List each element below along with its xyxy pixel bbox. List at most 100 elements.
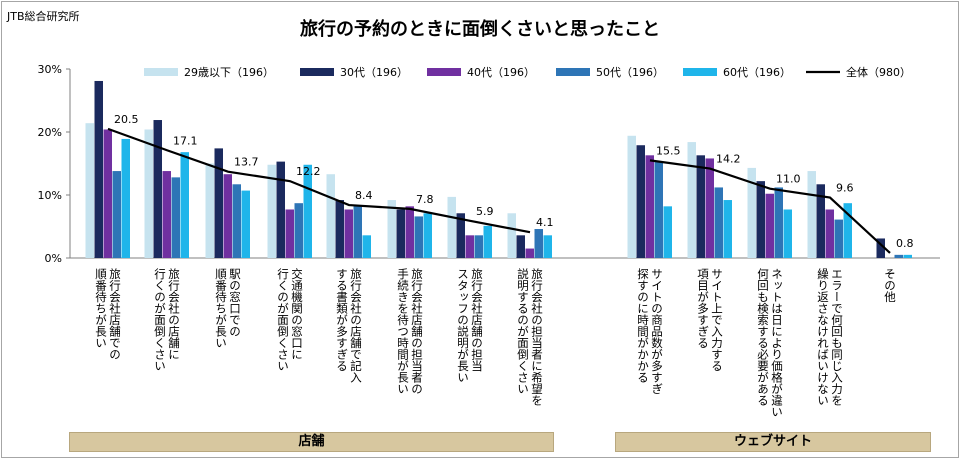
- bar: [843, 203, 852, 258]
- y-tick-label: 10%: [38, 189, 62, 202]
- legend-label: 60代（196）: [723, 66, 791, 79]
- category-label: スタッフの説明が長い: [456, 268, 470, 383]
- legend-swatch: [144, 68, 178, 76]
- bar: [353, 206, 362, 258]
- category-label: 探すのに時間がかかる: [636, 267, 650, 383]
- bar: [112, 171, 121, 258]
- bar: [121, 138, 130, 258]
- total-value-label: 17.1: [173, 134, 198, 147]
- total-value-label: 12.2: [296, 165, 321, 178]
- bar: [267, 164, 276, 258]
- category-label: する書類が多すぎる: [335, 268, 349, 372]
- category-label: 交通機関の窓口に: [290, 267, 304, 360]
- y-tick-label: 0%: [45, 252, 62, 265]
- bar: [834, 219, 843, 258]
- bar: [474, 235, 483, 258]
- bar: [534, 229, 543, 258]
- chart-title: 旅行の予約のときに面倒くさいと思ったこと: [300, 19, 660, 40]
- bar: [285, 209, 294, 258]
- bar: [483, 225, 492, 258]
- bar: [465, 235, 474, 258]
- total-value-label: 0.8: [896, 237, 914, 250]
- category-label: 繰り返さなければいけない: [816, 267, 830, 406]
- bar: [687, 142, 696, 258]
- bar: [344, 209, 353, 258]
- total-value-label: 11.0: [776, 173, 801, 186]
- category-label: 旅行会社の店舗で記入: [349, 267, 363, 383]
- bar: [507, 213, 516, 258]
- bar: [423, 213, 432, 258]
- bar: [765, 193, 774, 258]
- total-value-label: 15.5: [656, 144, 681, 157]
- legend-label: 50代（196）: [596, 66, 664, 79]
- bar: [816, 184, 825, 258]
- category-label: 旅行会社店舗の担当者の: [410, 267, 424, 394]
- category-label: 行くのが面倒くさい: [276, 268, 290, 372]
- bar: [525, 248, 534, 258]
- legend-swatch: [683, 68, 717, 76]
- source-label: JTB総合研究所: [7, 10, 80, 23]
- bar: [144, 129, 153, 258]
- bar: [232, 184, 241, 258]
- category-label: エラーで何回も同じ入力を: [830, 268, 844, 406]
- bar: [223, 174, 232, 258]
- bar: [276, 161, 285, 258]
- bar: [85, 123, 94, 259]
- bar: [903, 254, 912, 258]
- bar: [396, 209, 405, 258]
- total-value-label: 8.4: [355, 189, 373, 202]
- group-label-website: ウェブサイト: [615, 432, 931, 452]
- y-tick-label: 20%: [38, 126, 62, 139]
- category-label: 順番待ちが長い: [214, 268, 228, 349]
- bar: [705, 158, 714, 258]
- category-label: その他: [883, 268, 897, 303]
- bar: [362, 235, 371, 258]
- bar: [153, 120, 162, 258]
- bar: [180, 152, 189, 258]
- bar: [456, 213, 465, 258]
- bar: [636, 145, 645, 258]
- category-label: 何回も検索する必要がある: [756, 268, 770, 406]
- bar: [162, 171, 171, 258]
- category-label: 項目が多すぎる: [696, 268, 710, 349]
- total-value-label: 13.7: [234, 156, 259, 169]
- total-value-label: 5.9: [476, 205, 494, 218]
- bar: [303, 164, 312, 258]
- legend-label: 29歳以下（196）: [184, 66, 274, 79]
- bar: [241, 190, 250, 258]
- y-tick-label: 30%: [38, 63, 62, 76]
- bar: [205, 163, 214, 258]
- bar: [516, 235, 525, 258]
- category-label: 駅の窓口での: [228, 268, 242, 337]
- bar: [326, 174, 335, 258]
- category-label: 旅行会社の担当者に希望を: [530, 267, 544, 406]
- bar: [103, 129, 112, 258]
- bar: [723, 200, 732, 258]
- bar: [335, 200, 344, 258]
- bar: [94, 80, 103, 258]
- total-value-label: 7.8: [416, 193, 434, 206]
- legend-swatch: [427, 68, 461, 76]
- bar: [825, 209, 834, 258]
- bar: [696, 155, 705, 258]
- bar: [543, 235, 552, 258]
- bar: [807, 171, 816, 258]
- category-label: 順番待ちが長い: [94, 268, 108, 349]
- legend-swatch: [300, 68, 334, 76]
- total-value-label: 9.6: [836, 182, 854, 195]
- legend-label: 全体（980）: [846, 65, 911, 79]
- category-label: 説明するのが面倒くさい: [516, 267, 530, 394]
- bar: [387, 200, 396, 258]
- legend-swatch: [556, 68, 590, 76]
- bar: [756, 181, 765, 258]
- bar: [214, 148, 223, 258]
- bar: [747, 167, 756, 258]
- bar: [663, 206, 672, 258]
- category-label: 旅行会社店舗での: [108, 267, 122, 360]
- total-value-label: 4.1: [536, 216, 554, 229]
- bar: [627, 135, 636, 258]
- bar: [294, 203, 303, 258]
- bar: [714, 187, 723, 258]
